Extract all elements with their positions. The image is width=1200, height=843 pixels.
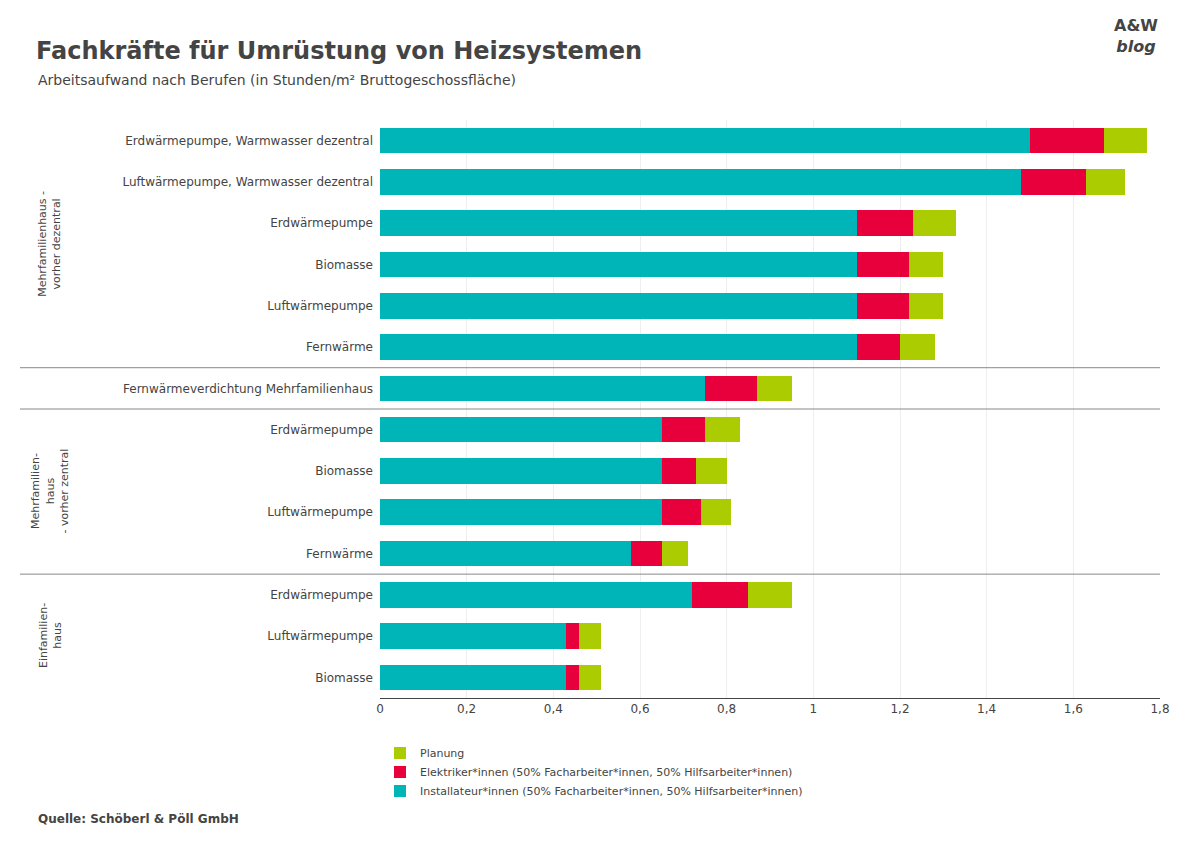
svg-text:1,8: 1,8 (1150, 702, 1169, 716)
svg-text:Erdwärmepumpe, Warmwasser deze: Erdwärmepumpe, Warmwasser dezentral (125, 134, 373, 148)
svg-text:Mehrfamilien-haus- vorher zent: Mehrfamilien-haus- vorher zentral (29, 449, 71, 534)
svg-text:Planung: Planung (420, 747, 464, 760)
svg-text:Erdwärmepumpe: Erdwärmepumpe (270, 588, 373, 602)
svg-text:Biomasse: Biomasse (315, 464, 373, 478)
svg-text:Mehrfamilienhaus -vorher dezen: Mehrfamilienhaus -vorher dezentral (36, 191, 63, 297)
svg-text:Erdwärmepumpe: Erdwärmepumpe (270, 216, 373, 230)
svg-text:Einfamilien-haus: Einfamilien-haus (37, 603, 64, 668)
svg-text:1,6: 1,6 (1064, 702, 1083, 716)
svg-text:0,4: 0,4 (544, 702, 563, 716)
svg-text:Quelle: Schöberl & Pöll GmbH: Quelle: Schöberl & Pöll GmbH (38, 812, 239, 826)
svg-text:Fernwärme: Fernwärme (306, 340, 373, 354)
svg-text:Installateur*innen (50% Fachar: Installateur*innen (50% Facharbeiter*inn… (420, 785, 803, 798)
svg-text:0,6: 0,6 (630, 702, 649, 716)
svg-text:Luftwärmepumpe: Luftwärmepumpe (267, 629, 373, 643)
svg-text:Luftwärmepumpe: Luftwärmepumpe (267, 505, 373, 519)
svg-text:Fernwärmeverdichtung Mehrfamil: Fernwärmeverdichtung Mehrfamilienhaus (123, 382, 373, 396)
svg-text:Fachkräfte für Umrüstung von H: Fachkräfte für Umrüstung von Heizsysteme… (36, 37, 642, 65)
svg-text:0,2: 0,2 (457, 702, 476, 716)
svg-text:Elektriker*innen (50% Facharbe: Elektriker*innen (50% Facharbeiter*innen… (420, 766, 792, 779)
svg-text:Erdwärmepumpe: Erdwärmepumpe (270, 423, 373, 437)
svg-text:1: 1 (810, 702, 818, 716)
svg-text:Biomasse: Biomasse (315, 671, 373, 685)
svg-text:Luftwärmepumpe, Warmwasser dez: Luftwärmepumpe, Warmwasser dezentral (122, 175, 373, 189)
svg-text:A&Wblog: A&Wblog (1114, 16, 1158, 56)
svg-text:0,8: 0,8 (717, 702, 736, 716)
svg-text:0: 0 (376, 702, 384, 716)
svg-text:1,4: 1,4 (977, 702, 996, 716)
svg-text:Luftwärmepumpe: Luftwärmepumpe (267, 299, 373, 313)
svg-text:Fernwärme: Fernwärme (306, 547, 373, 561)
svg-text:Arbeitsaufwand nach Berufen (i: Arbeitsaufwand nach Berufen (in Stunden/… (38, 72, 516, 88)
svg-text:Biomasse: Biomasse (315, 258, 373, 272)
svg-text:1,2: 1,2 (890, 702, 909, 716)
